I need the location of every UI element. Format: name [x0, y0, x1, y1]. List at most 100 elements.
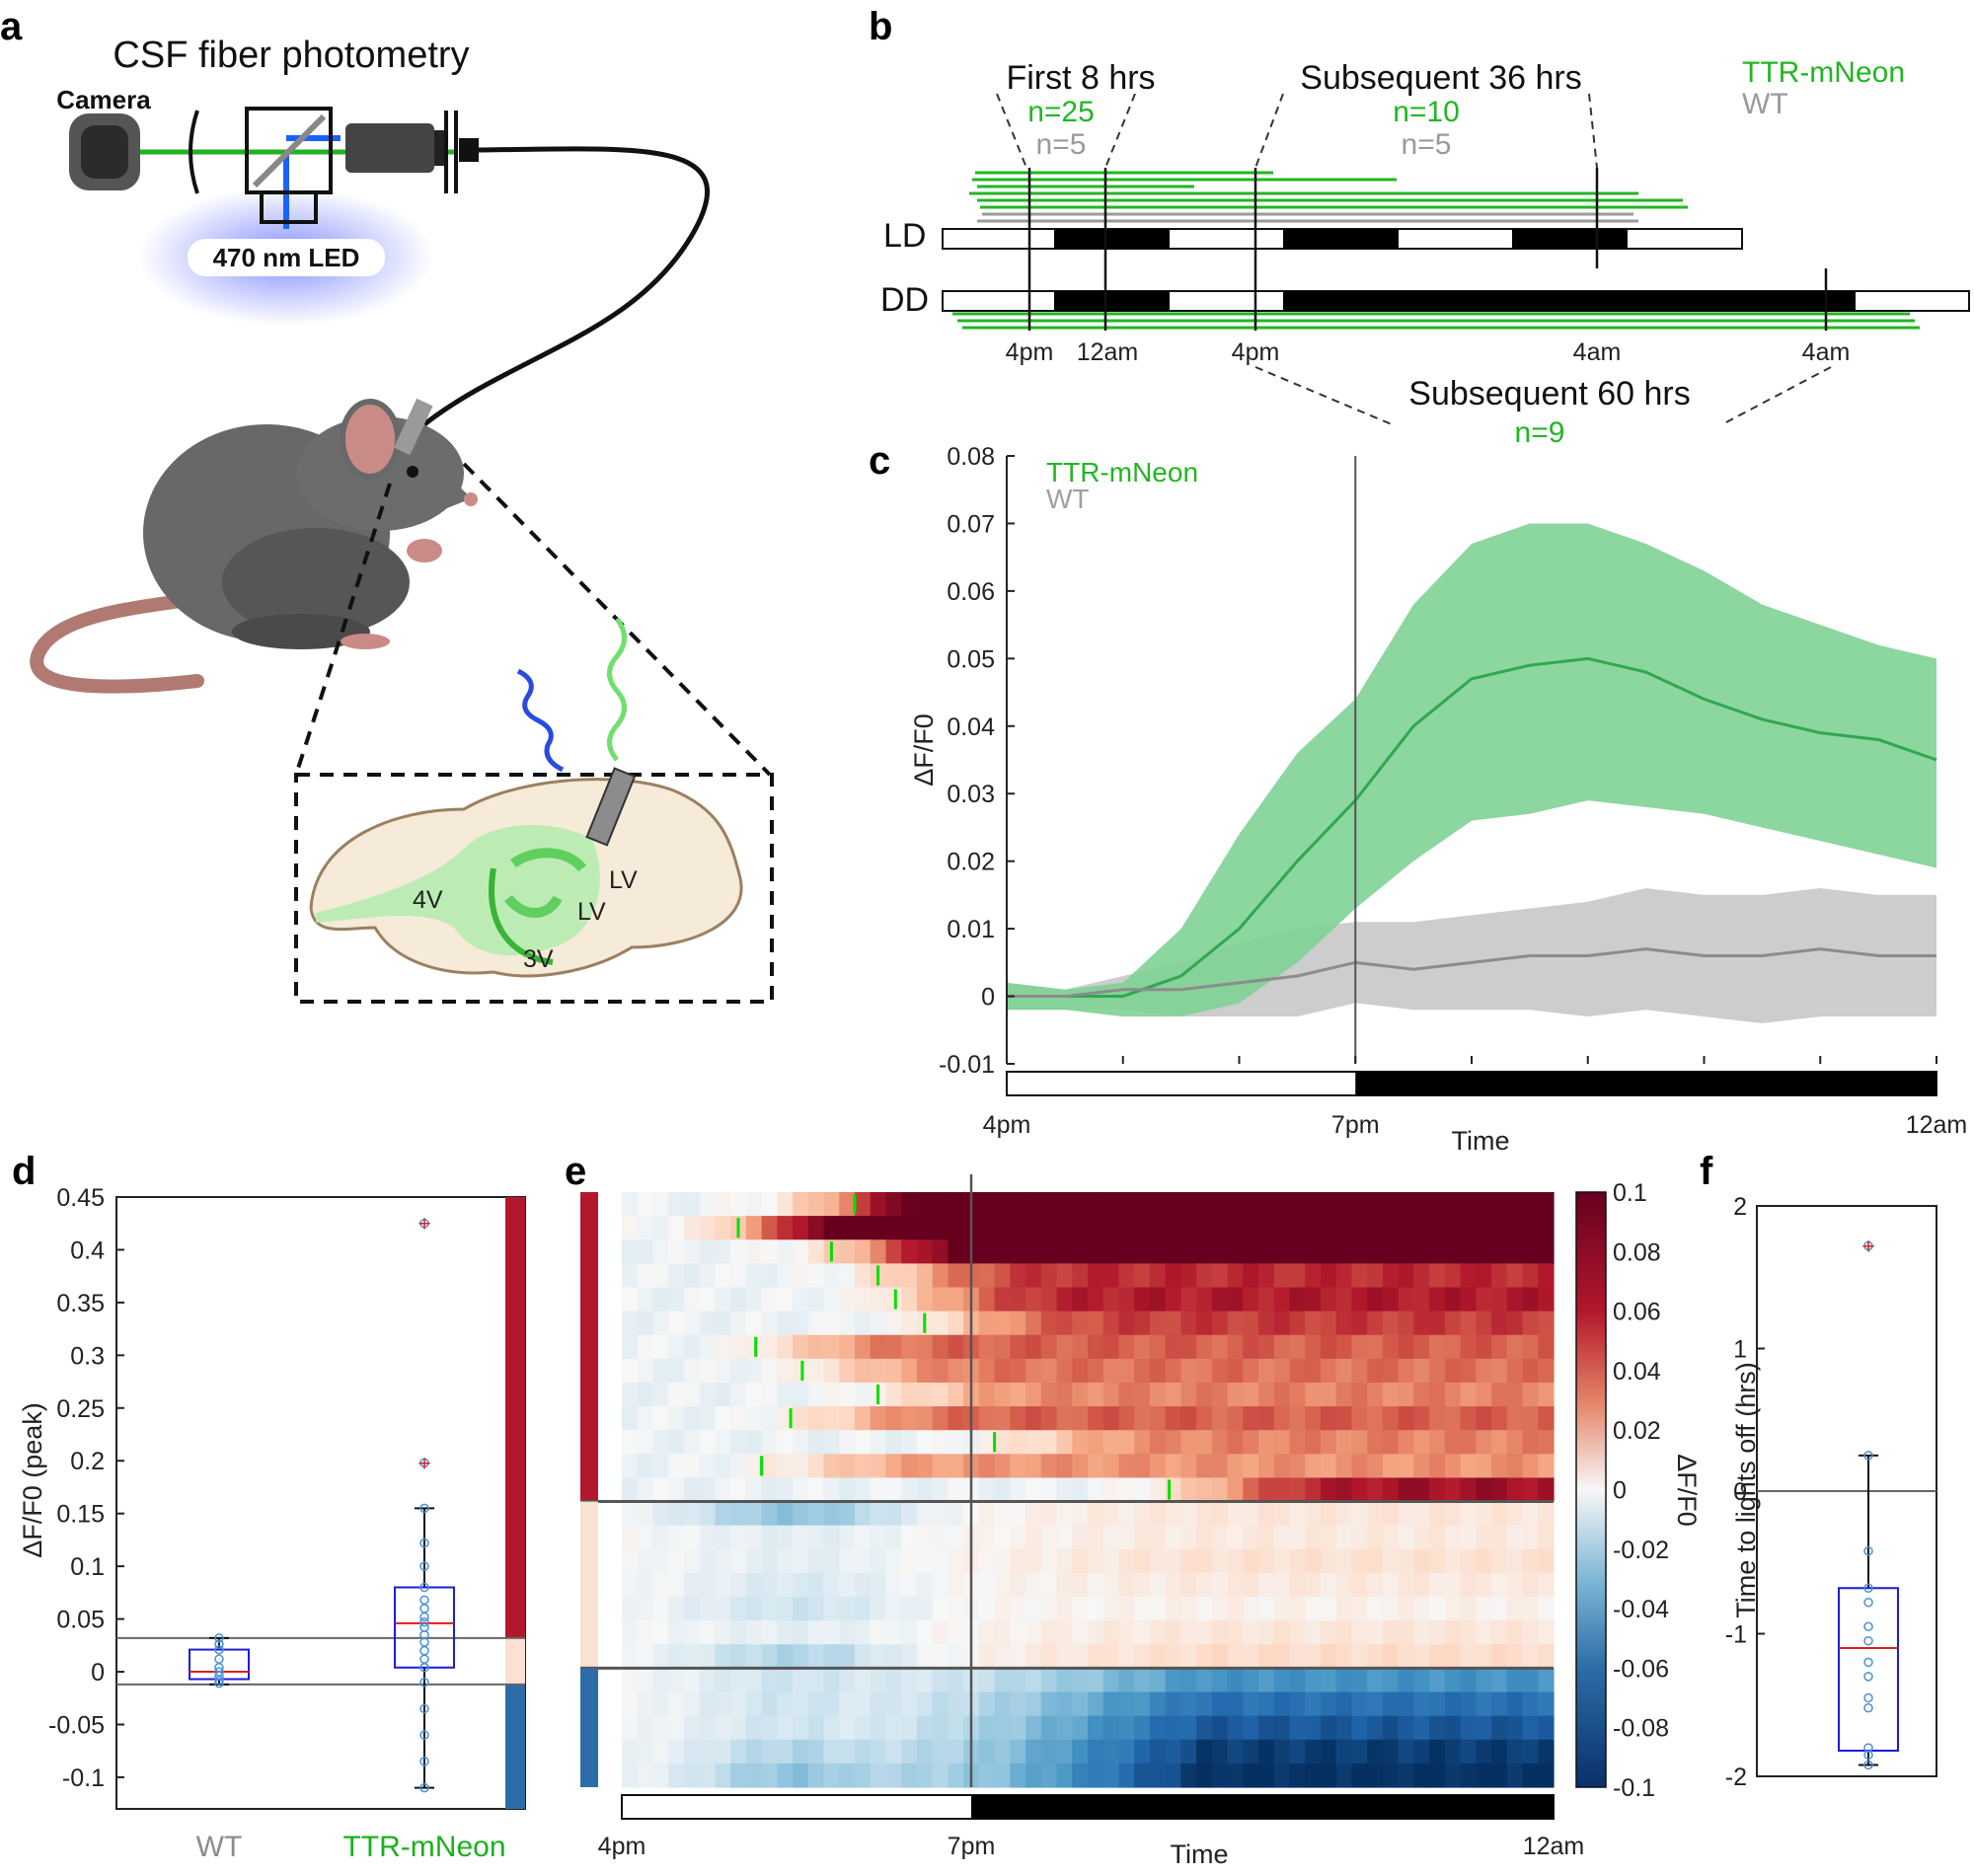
y-tick-label: -0.05	[48, 1711, 105, 1739]
c-ylabel: ΔF/F0	[909, 713, 939, 787]
heatmap-cell	[668, 1763, 685, 1788]
heatmap-cell	[1413, 1263, 1430, 1289]
heatmap-cell	[1088, 1597, 1104, 1621]
heatmap-cell	[1025, 1644, 1042, 1669]
panel-a: a CSF fiber photometry Camera 470 nm LED	[0, 5, 774, 1004]
heatmap-cell	[652, 1239, 669, 1264]
heatmap-cell	[637, 1715, 654, 1741]
heatmap-cell	[1165, 1358, 1181, 1384]
y-tick-label: -2	[1725, 1763, 1747, 1791]
heatmap-cell	[1025, 1334, 1042, 1360]
heatmap-cell	[1196, 1454, 1213, 1479]
heatmap-cell	[1102, 1572, 1120, 1598]
heatmap-cell	[1398, 1715, 1414, 1741]
heatmap-cell	[1196, 1548, 1213, 1574]
heatmap-cell	[1273, 1430, 1291, 1455]
heatmap-cell	[1227, 1525, 1244, 1550]
heatmap-cell	[1118, 1454, 1135, 1479]
heatmap-cell	[1398, 1644, 1414, 1669]
heatmap-cell	[1040, 1620, 1058, 1645]
heatmap-cell	[1506, 1358, 1524, 1384]
heatmap-cell	[793, 1358, 809, 1384]
heatmap-cell	[1398, 1763, 1414, 1788]
class-bar-high	[505, 1197, 525, 1638]
heatmap-cell	[823, 1430, 840, 1455]
heatmap-cell	[1227, 1263, 1244, 1289]
heatmap-cell	[637, 1691, 654, 1717]
heatmap-cell	[699, 1739, 716, 1764]
heatmap-cell	[901, 1572, 918, 1598]
heatmap-cell	[901, 1263, 918, 1289]
heatmap-cell	[715, 1620, 731, 1645]
heatmap-cell	[1118, 1477, 1135, 1503]
heatmap-cell	[1351, 1739, 1368, 1764]
heatmap-cell	[745, 1668, 763, 1693]
heatmap-cell	[901, 1501, 918, 1527]
heatmap-cell	[1476, 1311, 1492, 1336]
heatmap-cell	[683, 1382, 701, 1407]
heatmap-cell	[1149, 1239, 1167, 1264]
heatmap-cell	[1444, 1454, 1462, 1479]
heatmap-cell	[994, 1406, 1011, 1431]
heatmap-cell	[1196, 1644, 1213, 1669]
heatmap-cell	[793, 1216, 809, 1240]
y-tick-label: 0.02	[947, 849, 995, 876]
heatmap-cell	[777, 1477, 794, 1503]
heatmap-cell	[1025, 1406, 1042, 1431]
heatmap-cell	[1476, 1334, 1492, 1360]
heatmap-cell	[1413, 1477, 1430, 1503]
recording-lines	[952, 171, 1920, 330]
heatmap-cell	[839, 1548, 856, 1574]
heatmap-cell	[1351, 1620, 1368, 1645]
heatmap-cell	[1010, 1477, 1026, 1503]
heatmap-cell	[761, 1406, 778, 1431]
heatmap-cell	[1149, 1572, 1167, 1598]
fiber-implant-icon	[585, 767, 637, 847]
heatmap-cell	[622, 1501, 639, 1527]
y-tick-label: 0.07	[947, 510, 995, 538]
heatmap-cell	[1118, 1572, 1135, 1598]
heatmap-cell	[1243, 1501, 1259, 1527]
heatmap-cell	[637, 1287, 654, 1313]
heatmap-cell	[1321, 1739, 1337, 1764]
heatmap-cell	[1367, 1715, 1384, 1741]
heatmap-cell	[668, 1263, 685, 1289]
heatmap-cell	[1211, 1311, 1229, 1336]
heatmap-cell	[793, 1334, 809, 1360]
heatmap-cell	[1321, 1216, 1337, 1240]
heatmap-cell	[1538, 1715, 1555, 1741]
heatmap-cell	[1398, 1239, 1414, 1264]
heatmap-cell	[699, 1454, 716, 1479]
heatmap-cell	[1025, 1668, 1042, 1693]
heatmap-cell	[1025, 1192, 1042, 1217]
heatmap-cell	[1056, 1739, 1073, 1764]
heatmap-cell	[823, 1311, 840, 1336]
heatmap-cell	[1367, 1239, 1384, 1264]
heatmap-cell	[777, 1334, 794, 1360]
heatmap-cell	[1102, 1668, 1120, 1693]
heatmap-cell	[994, 1668, 1011, 1693]
heatmap-cell	[1351, 1406, 1368, 1431]
panel-c-plot: -0.0100.010.020.030.040.050.060.070.084p…	[939, 443, 1967, 1139]
heatmap-cell	[1476, 1287, 1492, 1313]
heatmap-cell	[1367, 1382, 1384, 1407]
heatmap-cell	[1491, 1239, 1508, 1264]
heatmap-cell	[715, 1691, 731, 1717]
y-tick-label: 0.1	[70, 1553, 105, 1581]
heatmap-cell	[1305, 1216, 1322, 1240]
heatmap-cell	[932, 1644, 949, 1669]
heatmap-cell	[1335, 1572, 1353, 1598]
heatmap-cell	[1413, 1358, 1430, 1384]
heatmap-cell	[1010, 1715, 1026, 1741]
heatmap-cell	[1243, 1454, 1259, 1479]
heatmap-cell	[885, 1382, 902, 1407]
heatmap-cell	[1196, 1597, 1213, 1621]
heatmap-cell	[1118, 1715, 1135, 1741]
heatmap-cell	[1429, 1501, 1446, 1527]
heatmap-cell	[715, 1311, 731, 1336]
heatmap-cell	[948, 1691, 964, 1717]
heatmap-cell	[807, 1548, 825, 1574]
heatmap-cell	[1102, 1691, 1120, 1717]
